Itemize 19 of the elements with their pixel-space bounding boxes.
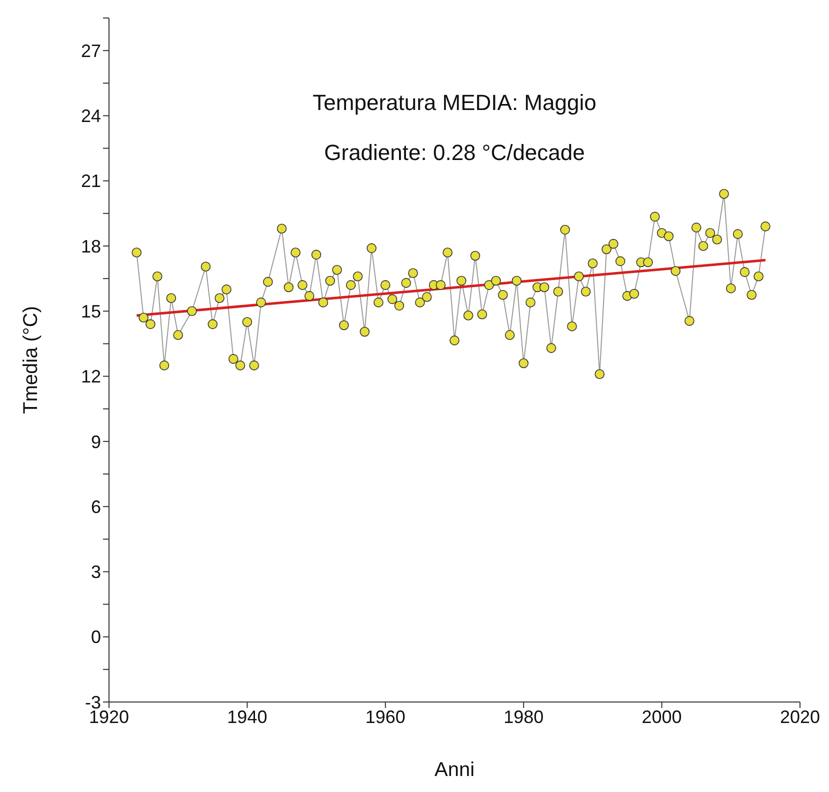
y-tick-label: 18: [80, 236, 101, 256]
x-tick-label: 2020: [780, 706, 820, 727]
x-tick-label: 1960: [365, 706, 406, 727]
y-tick-label: 9: [90, 432, 101, 452]
y-tick-label: 15: [80, 302, 101, 322]
y-tick-label: 27: [80, 40, 101, 61]
x-tick-label: 2000: [642, 706, 682, 727]
y-axis-title: Tmedia (°C): [20, 306, 42, 414]
x-tick-label: 1940: [227, 706, 268, 727]
y-tick-label: 21: [80, 171, 101, 192]
text: Temperatura MEDIA: Maggio: [312, 90, 596, 115]
y-tick-label: 6: [90, 496, 101, 517]
x-axis-title: Anni: [434, 759, 475, 781]
x-tick-label: 1980: [504, 706, 544, 727]
y-tick-label: 0: [90, 627, 101, 648]
y-tick-label: 3: [90, 562, 101, 582]
y-tick-label: 24: [80, 106, 101, 126]
annotation: Gradiente: 0.28 °C/decade: [324, 140, 585, 165]
y-tick-label: 12: [80, 366, 101, 387]
